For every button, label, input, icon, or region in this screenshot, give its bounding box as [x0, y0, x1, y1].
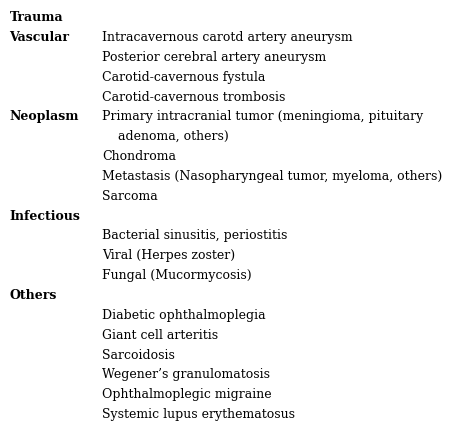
Text: Giant cell arteritis: Giant cell arteritis [102, 329, 218, 342]
Text: Sarcoidosis: Sarcoidosis [102, 349, 175, 362]
Text: Vascular: Vascular [9, 31, 70, 44]
Text: Diabetic ophthalmoplegia: Diabetic ophthalmoplegia [102, 309, 265, 322]
Text: Metastasis (Nasopharyngeal tumor, myeloma, others): Metastasis (Nasopharyngeal tumor, myelom… [102, 170, 442, 183]
Text: Posterior cerebral artery aneurysm: Posterior cerebral artery aneurysm [102, 51, 326, 64]
Text: adenoma, others): adenoma, others) [118, 130, 228, 143]
Text: Others: Others [9, 289, 57, 302]
Text: Bacterial sinusitis, periostitis: Bacterial sinusitis, periostitis [102, 229, 287, 243]
Text: Carotid-cavernous trombosis: Carotid-cavernous trombosis [102, 91, 285, 103]
Text: Wegener’s granulomatosis: Wegener’s granulomatosis [102, 368, 270, 381]
Text: Trauma: Trauma [9, 11, 63, 24]
Text: Neoplasm: Neoplasm [9, 111, 79, 124]
Text: Sarcoma: Sarcoma [102, 190, 158, 203]
Text: Primary intracranial tumor (meningioma, pituitary: Primary intracranial tumor (meningioma, … [102, 111, 423, 124]
Text: Systemic lupus erythematosus: Systemic lupus erythematosus [102, 408, 295, 421]
Text: Infectious: Infectious [9, 210, 81, 223]
Text: Chondroma: Chondroma [102, 150, 176, 163]
Text: Carotid-cavernous fystula: Carotid-cavernous fystula [102, 71, 265, 84]
Text: Viral (Herpes zoster): Viral (Herpes zoster) [102, 249, 235, 262]
Text: Intracavernous carotd artery aneurysm: Intracavernous carotd artery aneurysm [102, 31, 353, 44]
Text: Fungal (Mucormycosis): Fungal (Mucormycosis) [102, 269, 252, 282]
Text: Ophthalmoplegic migraine: Ophthalmoplegic migraine [102, 388, 272, 401]
